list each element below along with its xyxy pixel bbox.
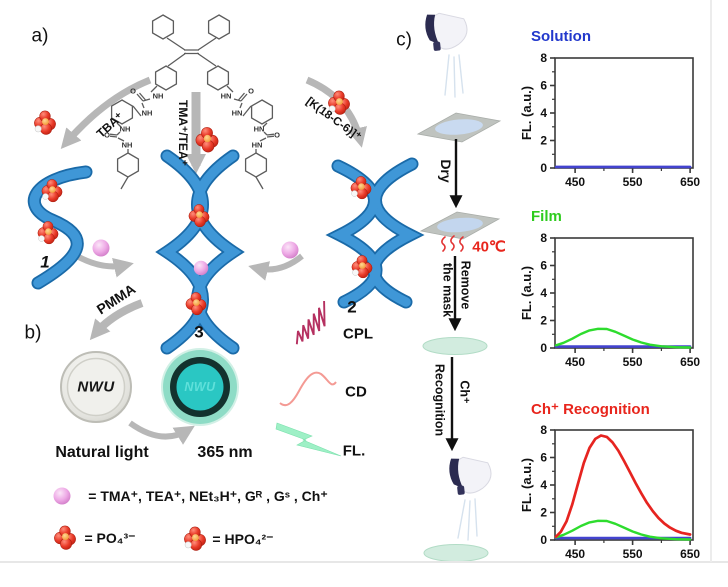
legend-po4-cluster <box>53 525 77 551</box>
panel-b-label: b) <box>24 322 42 344</box>
cd-label: CD <box>345 383 367 401</box>
tma-tea-arrow-label: TMA⁺/TEA⁺ <box>176 100 190 166</box>
legend-hpo4-cluster <box>184 527 205 551</box>
film-disc-2 <box>423 544 489 562</box>
svg-text:0: 0 <box>540 161 547 175</box>
svg-text:450: 450 <box>565 547 585 561</box>
assembly-3-label: 3 <box>194 322 204 342</box>
remove-label: Remove <box>458 260 473 310</box>
svg-text:450: 450 <box>565 355 585 369</box>
sprayer-bottom <box>447 454 494 497</box>
slide-1 <box>416 112 502 143</box>
structure-nh-label: NH <box>152 91 164 101</box>
svg-text:8: 8 <box>540 52 547 65</box>
svg-text:650: 650 <box>680 547 700 561</box>
helix-3 <box>155 149 245 355</box>
svg-text:450: 450 <box>565 175 585 189</box>
structure-nh-label: NH <box>119 124 131 134</box>
disc-uv-365 <box>161 348 239 426</box>
solution-chart-title: Solution <box>531 28 591 45</box>
recognition-chart: Ch⁺ Recognition 0 2 4 6 8 450 550 650 FL. (a.u.) <box>519 400 728 569</box>
svg-text:0: 0 <box>540 533 547 547</box>
svg-text:2: 2 <box>540 314 547 328</box>
svg-text:550: 550 <box>623 175 643 189</box>
structure-hn-label: HN <box>231 108 243 118</box>
heat-squiggles <box>441 235 464 252</box>
sprayer-top <box>423 10 470 53</box>
svg-text:550: 550 <box>623 355 643 369</box>
structure-o-label: O <box>248 86 254 96</box>
arrow-2-to-3 <box>248 253 304 281</box>
svg-text:6: 6 <box>540 79 547 93</box>
recognition-label: Recognition <box>432 363 447 437</box>
cd-icon <box>279 371 337 407</box>
film-disc-1 <box>422 337 488 355</box>
recognition-plot: 0 2 4 6 8 450 550 650 FL. (a.u.) <box>519 423 728 569</box>
film-plot: 0 2 4 6 8 450 550 650 FL. (a.u.) <box>519 231 728 377</box>
svg-text:2: 2 <box>540 506 547 520</box>
svg-text:650: 650 <box>680 355 700 369</box>
temperature-label: 40℃ <box>472 238 506 256</box>
arrow-disc <box>128 420 195 445</box>
assembly-2-label: 2 <box>347 297 357 317</box>
structure-hn-label: HN <box>251 140 263 150</box>
svg-text:4: 4 <box>540 286 547 300</box>
helix-2 <box>325 157 425 309</box>
panel-a-label: a) <box>31 25 49 47</box>
assembly-1-label: 1 <box>40 252 50 272</box>
structure-o-label: O <box>104 130 110 140</box>
bottom-rule <box>0 561 728 563</box>
cpl-icon <box>295 301 326 345</box>
svg-text:0: 0 <box>540 341 547 355</box>
nwu-logo-uv: NWU <box>184 379 216 394</box>
structure-nh-label: NH <box>141 108 153 118</box>
legend-cations: = TMA⁺, TEA⁺, NEt₃H⁺, Gᴿ , Gˢ , Ch⁺ <box>88 488 328 504</box>
cpl-label: CPL <box>343 325 373 343</box>
slide-2 <box>419 211 501 240</box>
structure-nh-label: NH <box>121 140 133 150</box>
svg-text:6: 6 <box>540 451 547 465</box>
dry-label: Dry <box>438 159 454 183</box>
nwu-logo-natural: NWU <box>77 378 115 396</box>
structure-o-label: O <box>274 130 280 140</box>
spray-mist-top <box>444 54 464 98</box>
legend-hpo4: = HPO₄²⁻ <box>212 531 274 547</box>
disc-natural-light <box>60 351 132 423</box>
arrow-tba <box>60 76 152 150</box>
film-chart-title: Film <box>531 208 562 225</box>
svg-text:6: 6 <box>540 259 547 273</box>
svg-text:FL. (a.u.): FL. (a.u.) <box>520 86 534 140</box>
structure-hn-label: HN <box>253 124 265 134</box>
solution-chart: Solution 0 2 4 6 8 450 550 650 FL. (a.u.) <box>519 28 728 197</box>
fl-lightning-icon <box>275 422 342 457</box>
structure-hn-label: HN <box>220 91 232 101</box>
svg-text:4: 4 <box>540 106 547 120</box>
svg-text:8: 8 <box>540 232 547 245</box>
recognition-chart-title: Ch⁺ Recognition <box>531 401 650 418</box>
right-rule <box>710 0 712 562</box>
structure-o-label: O <box>130 86 136 96</box>
the-mask-label: the mask <box>440 262 455 318</box>
arrow-pmma <box>89 299 144 341</box>
fl-label: FL. <box>342 442 366 460</box>
uv-365-caption: 365 nm <box>197 444 253 461</box>
svg-text:FL. (a.u.): FL. (a.u.) <box>520 266 534 320</box>
film-chart: Film 0 2 4 6 8 450 550 650 FL. (a.u.) <box>519 208 728 377</box>
receptor-structure <box>109 14 275 190</box>
solution-plot: 0 2 4 6 8 450 550 650 FL. (a.u.) <box>519 51 728 197</box>
svg-text:2: 2 <box>540 134 547 148</box>
svg-text:FL. (a.u.): FL. (a.u.) <box>520 458 534 512</box>
ch-cation-label: Ch⁺ <box>457 380 472 404</box>
hpo4-cluster <box>34 111 55 135</box>
spray-mist-bottom <box>457 498 478 541</box>
svg-text:8: 8 <box>540 424 547 437</box>
panel-c-label: c) <box>396 29 412 51</box>
svg-text:650: 650 <box>680 175 700 189</box>
svg-text:550: 550 <box>623 547 643 561</box>
svg-text:4: 4 <box>540 478 547 492</box>
legend-po4: = PO₄³⁻ <box>84 530 136 546</box>
natural-light-caption: Natural light <box>55 444 149 461</box>
